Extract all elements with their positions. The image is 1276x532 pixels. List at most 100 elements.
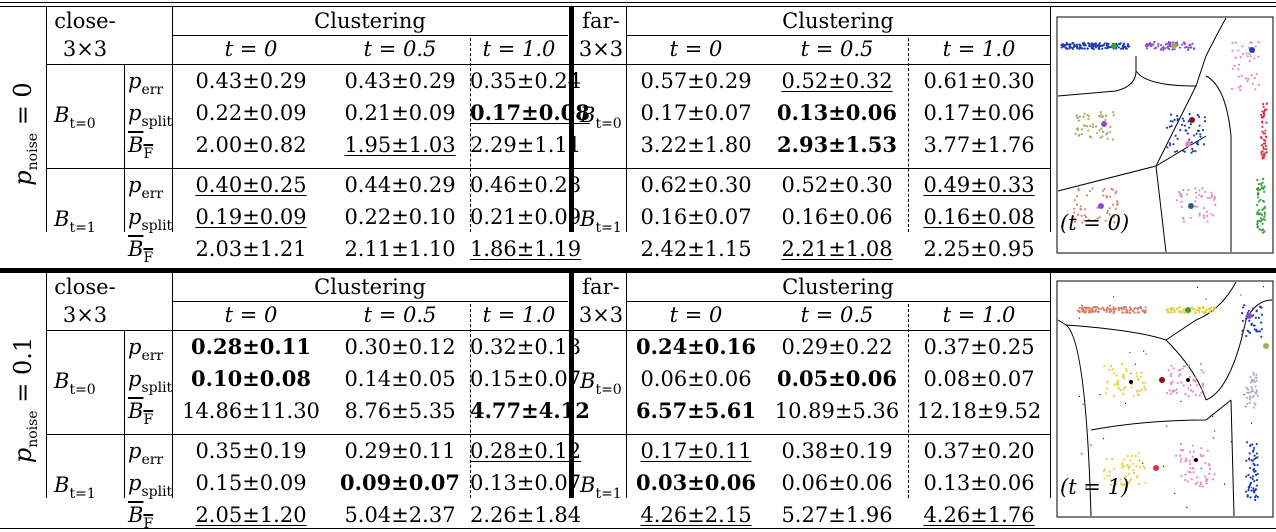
top-close-b0-cell-r0-c2: 0.35±0.24: [470, 69, 582, 93]
top-far-dash: [908, 38, 909, 232]
bcentroid-purple: [1246, 313, 1252, 319]
top-far-b0-label-sub: t=0: [595, 116, 622, 132]
bottom-close-b0-cell-r2-c2: 4.77±4.12: [470, 398, 590, 423]
centroid-darkred: [1189, 117, 1195, 123]
top-far-b1-cell-r1-c2: 0.16±0.08: [923, 205, 1035, 229]
top-far-b0-cell-r2-c0: 3.22±1.80: [640, 133, 752, 157]
top-far-b0-cell-r2-c2: 3.77±1.76: [923, 133, 1035, 157]
bottom-close-b0-cell-r0-c2: 0.32±0.13: [470, 335, 582, 359]
bottom-close-b1-cell-r2-c1: 5.04±2.37: [344, 503, 456, 527]
noise-point: [1186, 506, 1188, 508]
top-far-t-header-0: t = 0: [669, 37, 723, 61]
top-far-b1-cell-r1-c1: 0.16±0.06: [781, 205, 893, 229]
cluster-salmon: [1073, 187, 1119, 224]
bottom-close-label-a: close-: [54, 275, 116, 299]
centroid-purple-2: [1098, 203, 1104, 209]
bottom-close-t-header-0: t = 0: [224, 303, 278, 327]
top-b0-metric-p-err: perr: [128, 68, 163, 98]
bottom-far-label-a: far-: [582, 275, 620, 299]
top-close-b1-cell-r1-c0: 0.19±0.09: [195, 205, 307, 229]
bottom-vline-thick: [569, 272, 574, 498]
top-close-b1-label-base: B: [54, 207, 70, 231]
bottom-far-b1-label: Bt=1: [580, 472, 622, 502]
noise-point: [1251, 422, 1253, 424]
top-far-b1-cell-r0-c0: 0.62±0.30: [640, 173, 752, 197]
bottom-close-b1-cell-r0-c0: 0.35±0.19: [195, 439, 307, 463]
bottom-close-b0-label-sub: t=0: [69, 382, 96, 398]
top-group-rule: [46, 168, 1050, 169]
top-b1-metric-p-split-base: p: [128, 205, 142, 229]
top-close-b0-label-base: B: [54, 103, 70, 127]
bottom-far-b1-cell-r2-c2: 4.26±1.76: [923, 503, 1035, 527]
bcluster-blue-2: [1245, 441, 1260, 501]
plot-caption-top: (t = 0): [1060, 211, 1130, 235]
bottom-b0-metric-p-split-base: p: [128, 367, 142, 391]
bottom-close-b1-cell-r0-c2: 0.28±0.12: [470, 439, 582, 463]
top-close-b1-cell-r1-c2: 0.21±0.09: [470, 205, 582, 229]
bottom-far-dash: [908, 304, 909, 498]
bottom-b1-metric-p-err-base: p: [128, 439, 142, 463]
bottom-far-t-header-0: t = 0: [669, 303, 723, 327]
bottom-far-b0-label-sub: t=0: [595, 382, 622, 398]
noise-point: [1174, 492, 1176, 495]
centroid-pink: [1185, 141, 1191, 147]
bottom-far-b1-label-sub: t=1: [595, 486, 622, 502]
bottom-close-b1-cell-r1-c1: 0.09±0.07: [340, 470, 460, 495]
bottom-close-b0-cell-r2-c0: 14.86±11.30: [182, 399, 320, 423]
bcentroid-black-2: [1186, 378, 1190, 382]
bottom-b1-metric-p-split-base: p: [128, 471, 142, 495]
top-far-b1-label-base: B: [580, 207, 596, 231]
top-b1-metric-p-split: psplit: [128, 204, 172, 234]
bottom-close-b1-cell-r0-c1: 0.29±0.11: [344, 439, 456, 463]
top-close-clustering: Clustering: [314, 9, 426, 33]
top-close-b0-cell-r1-c2: 0.17±0.08: [470, 100, 590, 125]
top-close-t-header-2: t = 1.0: [482, 37, 556, 61]
top-far-t-header-2: t = 1.0: [942, 37, 1016, 61]
bcentroid-black-3: [1194, 458, 1198, 462]
top-header-rule: [46, 64, 1050, 65]
noise-point: [1081, 304, 1083, 306]
top-vline-thick: [569, 6, 574, 232]
noise-point: [1130, 372, 1132, 374]
clustering-plot-top: [1056, 16, 1274, 254]
top-far-b1-cell-r2-c1: 2.21±1.08: [781, 237, 893, 261]
top-b0-metric-p-split-sub: split: [141, 114, 173, 130]
top-close-b0-cell-r2-c1: 1.95±1.03: [344, 133, 456, 157]
bottom-far-b1-cell-r0-c1: 0.38±0.19: [781, 439, 893, 463]
noise-point: [1113, 296, 1115, 298]
bottom-vline-a: [46, 272, 47, 498]
top-b1-metric-p-err-sub: err: [141, 186, 164, 202]
bcluster-blue: [1240, 304, 1264, 338]
bboundary-5: [1090, 399, 1232, 431]
bboundary-1: [1057, 319, 1092, 517]
top-close-b1-cell-r0-c0: 0.40±0.25: [195, 173, 307, 197]
cluster-green: [1255, 177, 1267, 234]
bottom-b0-metric-p-split: psplit: [128, 366, 172, 396]
bottom-far-clustering-rule: [626, 301, 1050, 302]
top-far-b1-cell-r0-c1: 0.52±0.30: [781, 173, 893, 197]
top-close-t-header-0: t = 0: [224, 37, 278, 61]
top-pnoise-p: p: [9, 170, 37, 186]
top-close-b0-cell-r0-c1: 0.43±0.29: [344, 69, 456, 93]
bottom-far-b1-cell-r2-c0: 4.26±2.15: [640, 503, 752, 527]
top-far-b0-cell-r1-c1: 0.13±0.06: [777, 100, 897, 125]
noise-point: [1145, 353, 1147, 355]
noise-point: [1081, 453, 1083, 455]
bcentroid-darkred: [1159, 377, 1165, 383]
top-b0-metric-p-split: psplit: [128, 100, 173, 130]
top-close-clustering-rule: [172, 35, 568, 36]
noise-point: [1142, 462, 1144, 464]
bottom-b1-metric-p-split-sub: split: [141, 484, 173, 500]
bottom-b1-metric-bf-sub: F: [143, 516, 154, 532]
noise-point: [1078, 395, 1081, 397]
bottom-far-b1-cell-r1-c1: 0.06±0.06: [781, 471, 893, 495]
bottom-close-t-header-2: t = 1.0: [482, 303, 556, 327]
top-close-dash: [470, 38, 471, 232]
noise-point: [1162, 465, 1165, 467]
bottom-far-b0-cell-r0-c0: 0.24±0.16: [636, 334, 756, 359]
bottom-close-label-b: 3×3: [62, 303, 108, 327]
top-far-b1-cell-r1-c0: 0.16±0.07: [640, 205, 752, 229]
bottom-far-b0-cell-r1-c2: 0.08±0.07: [923, 367, 1035, 391]
top-rule-2: [0, 6, 1276, 7]
top-far-b0-cell-r1-c2: 0.17±0.06: [923, 101, 1035, 125]
